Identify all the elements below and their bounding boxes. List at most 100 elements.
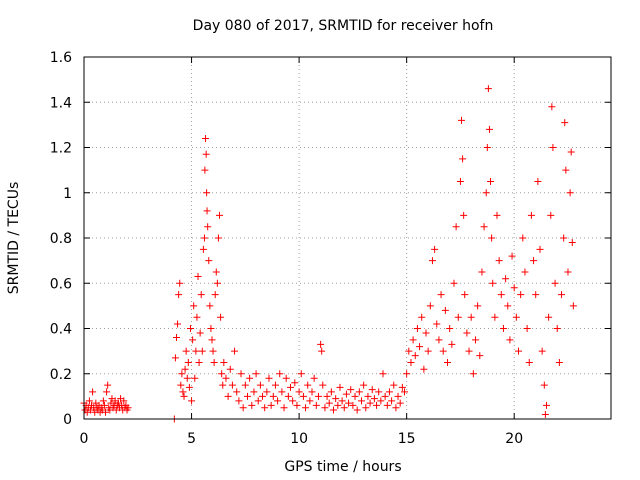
data-point — [204, 223, 212, 231]
data-point — [545, 313, 553, 321]
data-point — [549, 144, 557, 151]
data-point — [497, 291, 505, 299]
data-point — [409, 336, 417, 344]
data-point — [525, 358, 533, 366]
data-point — [178, 370, 186, 378]
data-point — [508, 252, 516, 260]
data-point — [547, 211, 555, 219]
data-point — [461, 291, 469, 299]
data-point — [203, 189, 211, 197]
data-point — [487, 177, 495, 185]
data-point — [239, 404, 247, 412]
data-point — [568, 239, 576, 247]
data-point — [536, 245, 544, 253]
data-point — [433, 320, 441, 328]
data-point — [553, 325, 561, 332]
data-point — [532, 291, 540, 299]
data-point — [482, 189, 490, 197]
data-point — [342, 390, 350, 398]
x-tick-label: 10 — [290, 431, 308, 447]
data-point — [218, 370, 226, 378]
data-point — [220, 358, 228, 366]
y-tick-label: 1.4 — [50, 95, 72, 111]
y-tick-label: 1.2 — [50, 141, 72, 157]
data-point — [538, 347, 546, 355]
data-point — [561, 119, 569, 127]
data-point — [562, 166, 570, 174]
data-point — [540, 381, 548, 389]
data-point — [469, 370, 477, 378]
data-point — [366, 399, 374, 407]
tick-labels: 0 5 10 15 20 0 0.2 0.4 0.6 0.8 1 1.2 1.4 1.6 — [50, 50, 523, 447]
data-point — [347, 386, 355, 394]
data-point — [428, 257, 436, 265]
data-point — [302, 404, 310, 412]
data-point — [198, 347, 206, 355]
data-point — [385, 388, 393, 396]
data-point — [254, 397, 262, 405]
data-point — [567, 148, 575, 156]
data-point — [104, 381, 112, 389]
data-point — [488, 234, 496, 242]
y-tick-label: 0.4 — [50, 322, 72, 338]
data-point — [364, 392, 372, 400]
data-point — [259, 392, 267, 400]
data-point — [195, 358, 203, 366]
data-point — [336, 383, 344, 391]
data-point — [203, 207, 211, 215]
data-point — [499, 325, 507, 332]
data-point — [271, 381, 279, 389]
data-point — [512, 313, 520, 321]
data-point — [99, 397, 107, 405]
data-point — [274, 397, 282, 405]
data-point — [179, 388, 187, 396]
data-point — [210, 358, 218, 366]
data-point — [564, 268, 572, 276]
data-point — [183, 374, 191, 382]
data-point — [310, 374, 318, 382]
data-point — [405, 347, 413, 355]
data-point — [219, 381, 227, 389]
data-point — [194, 272, 202, 280]
data-point — [282, 374, 290, 382]
data-point — [458, 116, 466, 124]
data-point — [252, 370, 260, 378]
axis-ticks — [83, 56, 611, 420]
data-point — [206, 302, 214, 310]
data-points — [80, 85, 577, 423]
data-point — [398, 383, 406, 391]
data-point — [291, 379, 299, 387]
data-point — [120, 397, 128, 405]
data-point — [360, 381, 368, 389]
data-point — [85, 397, 93, 405]
x-tick-label: 5 — [187, 431, 196, 447]
data-point — [250, 388, 258, 396]
plot-frame — [83, 56, 612, 420]
data-point — [541, 410, 549, 418]
data-point — [493, 211, 501, 219]
data-point — [368, 386, 376, 394]
data-point — [172, 334, 180, 342]
data-point — [444, 358, 452, 366]
data-point — [459, 155, 467, 163]
data-point — [200, 234, 208, 242]
data-point — [297, 370, 305, 378]
data-point — [534, 177, 542, 185]
data-point — [228, 381, 236, 389]
x-tick-label: 20 — [505, 431, 523, 447]
data-point — [243, 392, 251, 400]
x-tick-label: 15 — [398, 431, 416, 447]
data-point — [237, 370, 245, 378]
data-point — [226, 365, 234, 373]
data-point — [177, 381, 185, 389]
data-point — [208, 336, 216, 344]
data-point — [517, 291, 525, 299]
data-point — [555, 358, 563, 366]
data-point — [521, 268, 529, 276]
data-point — [388, 397, 396, 405]
data-point — [471, 336, 479, 344]
data-point — [431, 245, 439, 253]
data-point — [276, 370, 284, 378]
data-point — [175, 291, 183, 299]
